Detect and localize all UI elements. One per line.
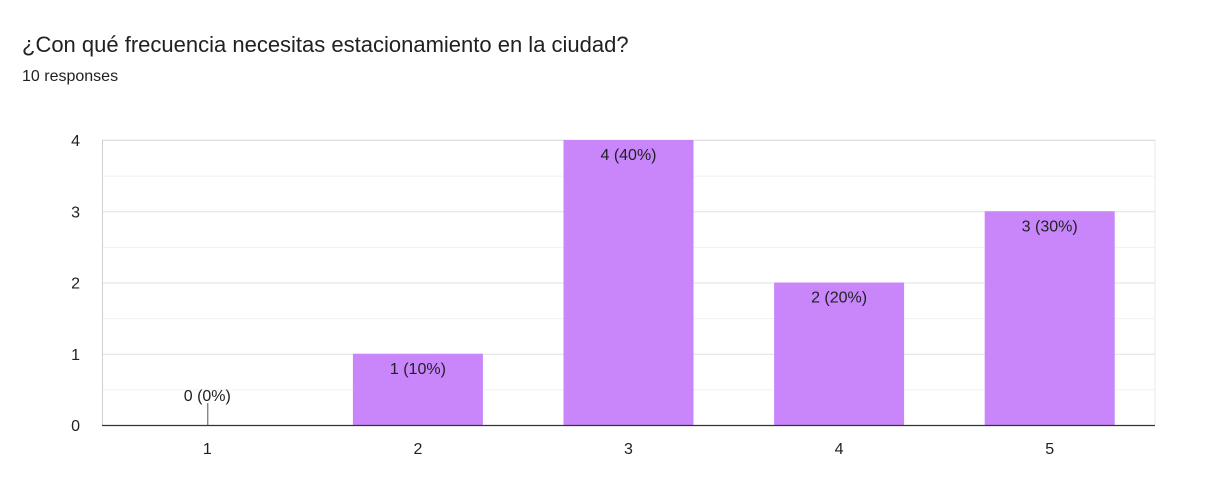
data-label-5: 3 (30%): [1022, 218, 1078, 235]
axes: [102, 140, 1155, 427]
y-tick-label: 0: [71, 418, 80, 435]
response-count: 10 responses: [22, 68, 119, 85]
y-tick-label: 3: [71, 204, 80, 221]
labels: 0 (0%) 1 (10%) 4 (40%) 2 (20%) 3 (30%) 0 1 2 3 4 1…: [71, 133, 1078, 458]
data-label-3: 4 (40%): [600, 147, 656, 164]
y-tick-label: 4: [71, 133, 80, 150]
y-tick-label: 2: [71, 276, 80, 293]
bar-4[interactable]: [774, 282, 905, 426]
x-tick-label: 5: [1045, 441, 1054, 458]
bar-5[interactable]: [984, 211, 1115, 425]
y-tick-label: 1: [71, 347, 80, 364]
bars: [207, 140, 1115, 426]
data-label-4: 2 (20%): [811, 290, 867, 307]
x-tick-label: 1: [203, 441, 212, 458]
data-label-1: 0 (0%): [184, 388, 231, 405]
x-tick-label: 2: [413, 441, 422, 458]
data-label-2: 1 (10%): [390, 361, 446, 378]
x-tick-label: 4: [835, 441, 844, 458]
question-title: ¿Con qué frecuencia necesitas estacionam…: [22, 32, 629, 57]
bar-3[interactable]: [563, 140, 694, 425]
bar-2[interactable]: [352, 353, 483, 425]
x-tick-label: 3: [624, 441, 633, 458]
